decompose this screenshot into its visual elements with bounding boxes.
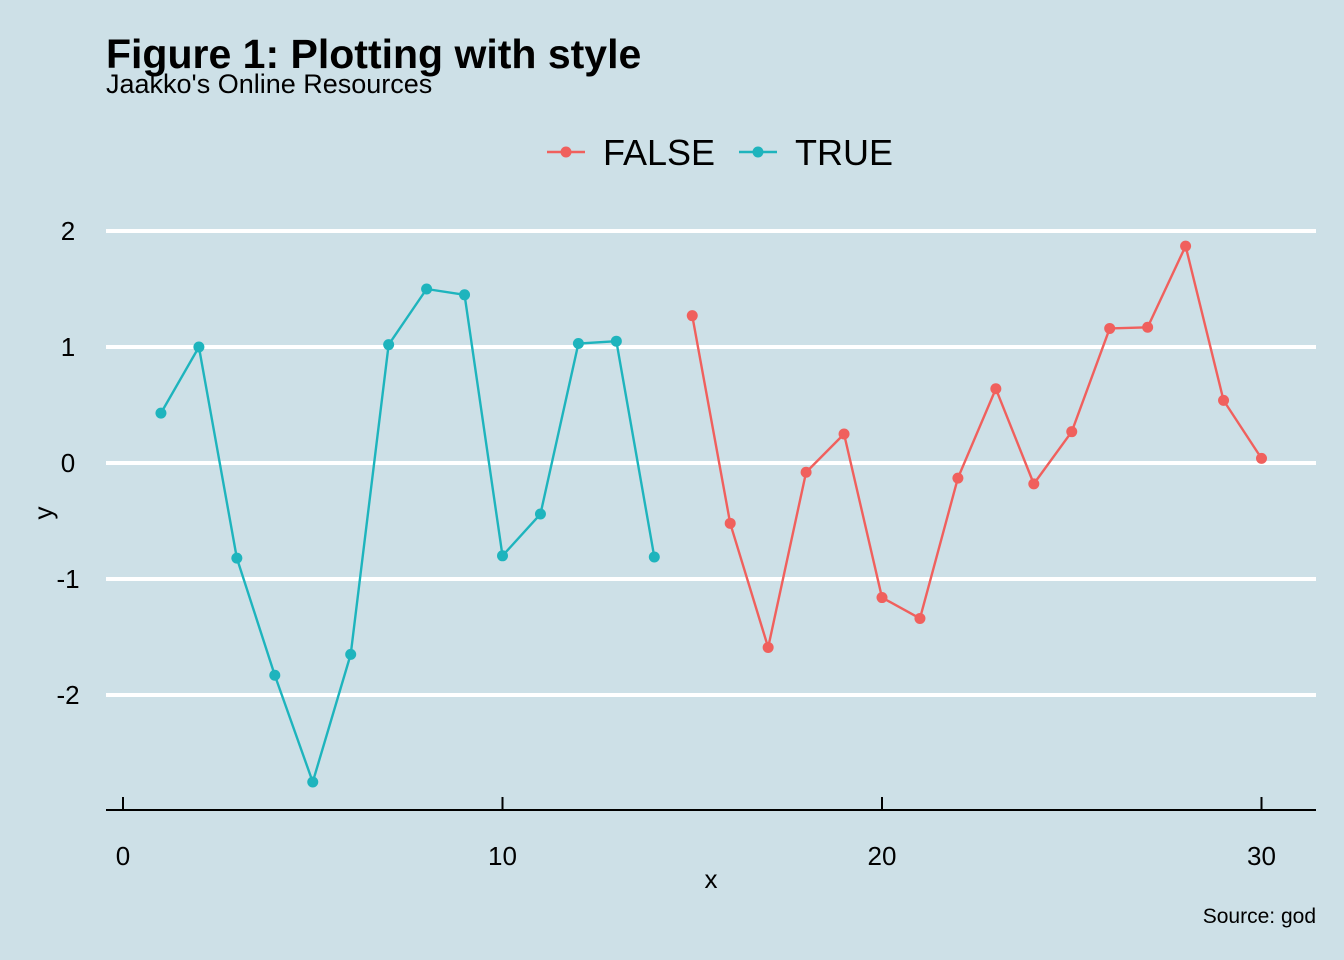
data-point [421,283,433,295]
y-axis-ticks: -2 -1 0 1 2 [56,216,79,710]
data-point [762,641,774,653]
x-tick-label: 20 [868,841,897,871]
x-axis-ticks: 0 10 20 30 [116,797,1276,871]
legend-label-false: FALSE [603,132,715,173]
data-point [193,341,205,353]
data-point [1066,426,1078,438]
data-point [1142,321,1154,333]
series-false [686,240,1267,653]
y-tick-label: 1 [61,332,75,362]
chart-subtitle: Jaakko's Online Resources [106,69,432,99]
grid-lines [106,229,1316,697]
data-point [572,338,584,350]
y-axis-title: y [28,507,58,520]
data-point [914,612,926,624]
data-point [155,407,167,419]
data-point [990,383,1002,395]
data-series [155,240,1267,788]
data-point [269,669,281,681]
data-point [724,517,736,529]
data-point [307,776,319,788]
data-point [1104,322,1116,334]
data-point [1028,478,1040,490]
legend-item-true: TRUE [739,132,893,173]
data-point [345,648,357,660]
y-tick-label: -1 [56,564,79,594]
data-point [534,508,546,520]
data-point [876,592,888,604]
data-point [686,310,698,322]
data-point [1256,452,1267,464]
legend-label-true: TRUE [795,132,893,173]
y-tick-label: -2 [56,680,79,710]
data-point [610,335,622,347]
data-point [1218,394,1230,406]
series-true [155,283,660,788]
data-point [648,551,660,563]
y-tick-label: 0 [61,448,75,478]
data-point [1180,240,1192,252]
series-line-true [159,287,656,784]
data-point [383,339,395,351]
x-tick-label: 10 [488,841,517,871]
series-line-false [691,244,1263,649]
y-tick-label: 2 [61,216,75,246]
data-point [838,428,850,440]
data-point [800,466,812,478]
legend-key-point-false [560,146,572,158]
chart-title: Figure 1: Plotting with style [106,31,641,77]
legend-item-false: FALSE [547,132,715,173]
x-tick-label: 0 [116,841,130,871]
chart-caption: Source: god [1203,905,1316,928]
x-axis-title: x [705,864,718,894]
legend: FALSE TRUE [547,132,893,173]
data-point [497,550,508,562]
data-point [231,552,243,564]
data-point [952,472,964,484]
legend-key-point-true [752,146,764,158]
x-tick-label: 30 [1247,841,1276,871]
data-point [459,289,471,301]
